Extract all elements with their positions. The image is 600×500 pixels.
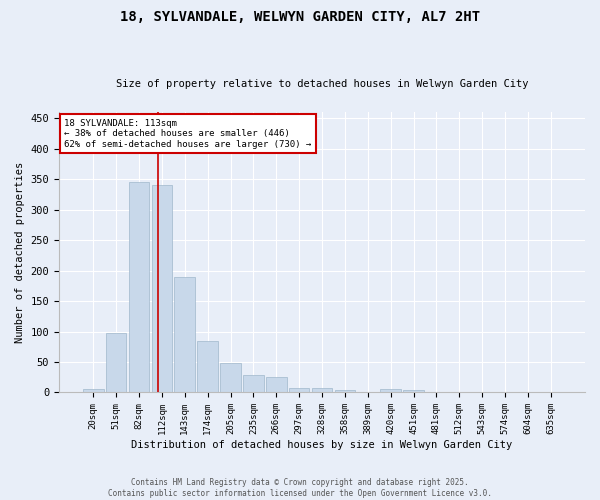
Bar — [380, 390, 401, 392]
Y-axis label: Number of detached properties: Number of detached properties — [15, 162, 25, 343]
Bar — [152, 185, 172, 392]
Text: 18 SYLVANDALE: 113sqm
← 38% of detached houses are smaller (446)
62% of semi-det: 18 SYLVANDALE: 113sqm ← 38% of detached … — [64, 119, 311, 149]
Bar — [289, 388, 310, 392]
Bar — [106, 334, 127, 392]
Bar — [403, 390, 424, 392]
Text: Contains HM Land Registry data © Crown copyright and database right 2025.
Contai: Contains HM Land Registry data © Crown c… — [108, 478, 492, 498]
Bar — [243, 376, 263, 392]
X-axis label: Distribution of detached houses by size in Welwyn Garden City: Distribution of detached houses by size … — [131, 440, 512, 450]
Bar — [197, 340, 218, 392]
Title: Size of property relative to detached houses in Welwyn Garden City: Size of property relative to detached ho… — [116, 79, 528, 89]
Bar — [266, 377, 287, 392]
Bar — [335, 390, 355, 392]
Bar — [175, 276, 195, 392]
Bar — [83, 390, 104, 392]
Text: 18, SYLVANDALE, WELWYN GARDEN CITY, AL7 2HT: 18, SYLVANDALE, WELWYN GARDEN CITY, AL7 … — [120, 10, 480, 24]
Bar — [312, 388, 332, 392]
Bar — [220, 363, 241, 392]
Bar — [128, 182, 149, 392]
